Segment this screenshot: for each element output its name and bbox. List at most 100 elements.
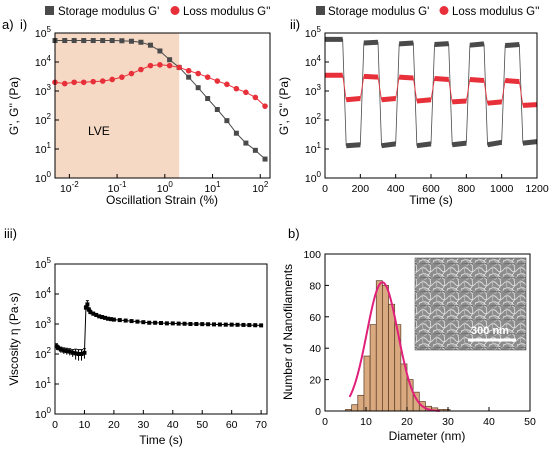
panel-ii: ii) Storage modulus G' Loss modulus G'' …: [277, 6, 549, 207]
point-i-loss: [185, 67, 192, 74]
plot-iii-ylabel: Viscosity η (Pa·s): [7, 292, 21, 385]
ytick-label-ii: 100: [305, 170, 322, 185]
point-iii: [100, 315, 105, 320]
point-i-storage: [167, 57, 173, 63]
point-i-loss: [138, 66, 144, 73]
point-i-storage: [262, 156, 268, 162]
panel-label-b: b): [288, 226, 300, 241]
point-iii: [108, 317, 113, 322]
point-i-loss: [61, 80, 68, 87]
point-i-loss: [224, 81, 230, 88]
point-iii: [73, 351, 78, 356]
legend-i: Storage modulus G' Loss modulus G'': [45, 6, 271, 18]
legend-ii-storage-label: Storage modulus G': [328, 6, 429, 18]
point-i-storage: [147, 42, 153, 48]
plot-i-ylabel: G', G'' (Pa): [7, 77, 21, 135]
point-iii: [64, 349, 69, 354]
ytick-label-iii: 100: [35, 406, 52, 421]
tem-inset: 300 nm: [414, 257, 527, 351]
ytick-label-i: 104: [35, 54, 52, 69]
point-i-loss: [204, 74, 211, 80]
plot-ii-series: [325, 36, 538, 149]
xtick-label-b: 0: [322, 416, 328, 428]
point-i-loss: [166, 62, 173, 69]
legend-i-storage-label: Storage modulus G': [58, 6, 159, 18]
point-iii: [188, 322, 193, 326]
point-i-loss: [119, 74, 125, 80]
panel-iii: iii) 0 10 20 30 40 50 60 70 100 101 102 103 104 105 T…: [4, 226, 268, 447]
segment-ii-storage: [346, 142, 361, 149]
segment-ii-loss: [399, 74, 414, 81]
point-i-storage: [252, 147, 258, 153]
segment-ii-loss: [381, 96, 396, 103]
plot-b-xlabel: Diameter (nm): [389, 429, 466, 443]
panel-b: b) 0 10 20 30 40 50 0 20 40 60 80 100 300 nm Diamet…: [281, 226, 536, 443]
point-iii: [241, 322, 246, 327]
ytick-label-i: 100: [35, 170, 52, 185]
plot-i-ticks: 10-2 10-1 100 101 102 100 101 102 103 104 105: [35, 25, 269, 195]
plot-b-ticks: 0 10 20 30 40 50 0 20 40 60 80 100: [303, 249, 536, 428]
series-ii-loss-trace: [325, 74, 538, 106]
point-i-loss: [80, 79, 87, 86]
point-i-storage: [71, 38, 77, 44]
ytick-label-b: 0: [315, 406, 321, 418]
ytick-label-iii: 101: [35, 376, 52, 391]
xtick-label-iii: 40: [167, 419, 179, 431]
point-iii: [147, 320, 152, 325]
plot-b-frame: [324, 253, 531, 412]
xtick-label-iii: 10: [79, 419, 91, 431]
legend-ii: Storage modulus G' Loss modulus G'': [316, 6, 540, 18]
segment-ii-loss: [469, 76, 485, 84]
histogram-bar: [357, 394, 365, 412]
legend-i-loss-label: Loss modulus G'': [183, 6, 271, 18]
point-iii: [111, 317, 116, 322]
plot-iii-series: [54, 300, 264, 361]
point-i-loss: [176, 64, 182, 71]
point-i-storage: [186, 74, 192, 80]
ytick-label-iii: 102: [35, 346, 52, 361]
point-i-loss: [243, 89, 249, 96]
point-iii: [206, 322, 211, 327]
xtick-label-ii: 600: [422, 183, 440, 195]
point-iii: [170, 321, 175, 326]
xtick-label-iii: 0: [52, 419, 58, 431]
plot-iii-xlabel: Time (s): [139, 433, 183, 447]
panel-i: a) i) Storage modulus G' Loss modulus G'…: [2, 6, 271, 207]
point-iii: [91, 311, 96, 316]
point-iii: [194, 322, 199, 326]
point-i-loss: [214, 78, 221, 84]
lve-region: [55, 33, 180, 178]
point-iii: [141, 320, 146, 325]
segment-ii-storage: [434, 41, 449, 48]
xtick-label-i: 10-2: [60, 180, 79, 195]
point-i-storage: [138, 39, 144, 45]
xtick-label-ii: 1200: [525, 183, 549, 195]
legend-ii-storage-marker: [316, 6, 325, 15]
point-iii: [58, 347, 63, 352]
point-iii: [182, 321, 187, 326]
ytick-label-i: 101: [35, 141, 52, 156]
point-iii: [94, 312, 99, 317]
xtick-label-ii: 1000: [490, 183, 514, 195]
point-i-loss: [157, 62, 163, 68]
point-i-storage: [119, 38, 125, 44]
segment-ii-storage: [416, 141, 432, 149]
ytick-label-ii: 103: [305, 83, 322, 98]
xtick-label-iii: 60: [226, 419, 238, 431]
point-i-loss: [99, 78, 106, 84]
ytick-label-b: 20: [309, 375, 321, 387]
plot-i-frame: [54, 32, 271, 179]
point-i-storage: [81, 38, 87, 44]
histogram-bar: [375, 280, 383, 412]
ytick-label-ii: 102: [305, 112, 322, 127]
segment-ii-storage: [469, 41, 485, 48]
xtick-label-b: 50: [524, 416, 536, 428]
point-iii: [67, 349, 72, 354]
xtick-label-iii: 20: [108, 419, 120, 431]
ytick-label-i: 102: [35, 112, 52, 127]
lve-region-layer: [55, 33, 180, 178]
point-i-loss: [128, 70, 135, 77]
point-iii: [55, 345, 60, 350]
segment-ii-loss: [522, 102, 538, 108]
